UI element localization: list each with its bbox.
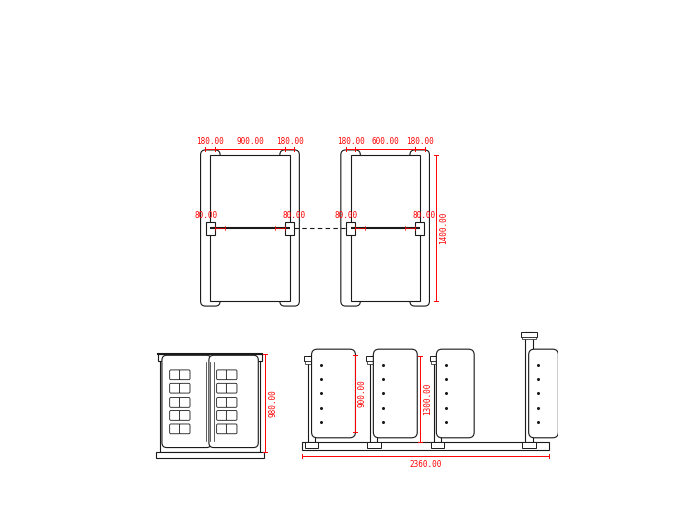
Bar <box>351 155 420 301</box>
Text: 1400.00: 1400.00 <box>439 212 448 244</box>
FancyBboxPatch shape <box>341 150 361 306</box>
Bar <box>346 222 355 234</box>
Text: 2360.00: 2360.00 <box>409 460 441 469</box>
Text: 900.00: 900.00 <box>236 137 264 146</box>
FancyBboxPatch shape <box>226 424 237 433</box>
Text: 600.00: 600.00 <box>372 137 399 146</box>
FancyBboxPatch shape <box>217 424 227 433</box>
Text: 180.00: 180.00 <box>197 137 224 146</box>
Bar <box>434 356 441 442</box>
FancyBboxPatch shape <box>226 411 237 420</box>
Bar <box>206 222 215 234</box>
FancyBboxPatch shape <box>179 398 190 407</box>
FancyBboxPatch shape <box>217 398 227 407</box>
FancyBboxPatch shape <box>209 355 258 448</box>
FancyBboxPatch shape <box>226 370 237 380</box>
Bar <box>158 354 262 361</box>
Bar <box>366 356 381 361</box>
Bar <box>308 356 316 442</box>
FancyBboxPatch shape <box>170 398 180 407</box>
Bar <box>304 361 318 364</box>
FancyBboxPatch shape <box>170 383 180 393</box>
Bar <box>430 442 444 448</box>
Bar <box>367 361 381 364</box>
FancyBboxPatch shape <box>217 370 227 380</box>
Text: 80.00: 80.00 <box>413 211 436 220</box>
Text: 900.00: 900.00 <box>358 380 367 408</box>
FancyBboxPatch shape <box>179 383 190 393</box>
Bar <box>367 442 381 448</box>
Bar <box>302 442 549 450</box>
FancyBboxPatch shape <box>226 398 237 407</box>
FancyBboxPatch shape <box>162 355 211 448</box>
FancyBboxPatch shape <box>280 150 300 306</box>
FancyBboxPatch shape <box>179 424 190 433</box>
Bar <box>370 356 377 442</box>
Bar <box>522 442 536 448</box>
FancyBboxPatch shape <box>170 411 180 420</box>
FancyBboxPatch shape <box>201 150 220 306</box>
Bar <box>522 336 536 340</box>
FancyBboxPatch shape <box>437 349 474 438</box>
Text: 980.00: 980.00 <box>268 389 277 417</box>
Text: 180.00: 180.00 <box>275 137 304 146</box>
Text: 80.00: 80.00 <box>283 211 306 220</box>
FancyBboxPatch shape <box>311 349 356 438</box>
FancyBboxPatch shape <box>217 383 227 393</box>
Text: 80.00: 80.00 <box>194 211 217 220</box>
Bar <box>521 332 537 336</box>
Bar <box>415 222 424 234</box>
Bar <box>285 222 294 234</box>
FancyBboxPatch shape <box>529 349 558 438</box>
FancyBboxPatch shape <box>410 150 430 306</box>
Bar <box>430 356 446 361</box>
Bar <box>156 451 264 458</box>
Bar <box>304 356 319 361</box>
FancyBboxPatch shape <box>217 411 227 420</box>
Text: 80.00: 80.00 <box>334 211 358 220</box>
FancyBboxPatch shape <box>179 411 190 420</box>
FancyBboxPatch shape <box>170 370 180 380</box>
FancyBboxPatch shape <box>226 383 237 393</box>
Text: 1300.00: 1300.00 <box>423 383 432 416</box>
Bar <box>304 442 318 448</box>
Text: 180.00: 180.00 <box>337 137 365 146</box>
Bar <box>210 155 289 301</box>
FancyBboxPatch shape <box>179 370 190 380</box>
Bar <box>161 354 260 451</box>
Text: 180.00: 180.00 <box>406 137 434 146</box>
FancyBboxPatch shape <box>374 349 417 438</box>
Bar <box>430 361 444 364</box>
Bar <box>525 332 533 442</box>
FancyBboxPatch shape <box>170 424 180 433</box>
